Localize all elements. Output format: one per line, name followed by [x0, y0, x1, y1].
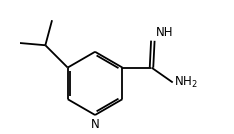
- Text: NH: NH: [155, 26, 173, 39]
- Text: N: N: [91, 118, 99, 131]
- Text: NH$_2$: NH$_2$: [175, 75, 198, 90]
